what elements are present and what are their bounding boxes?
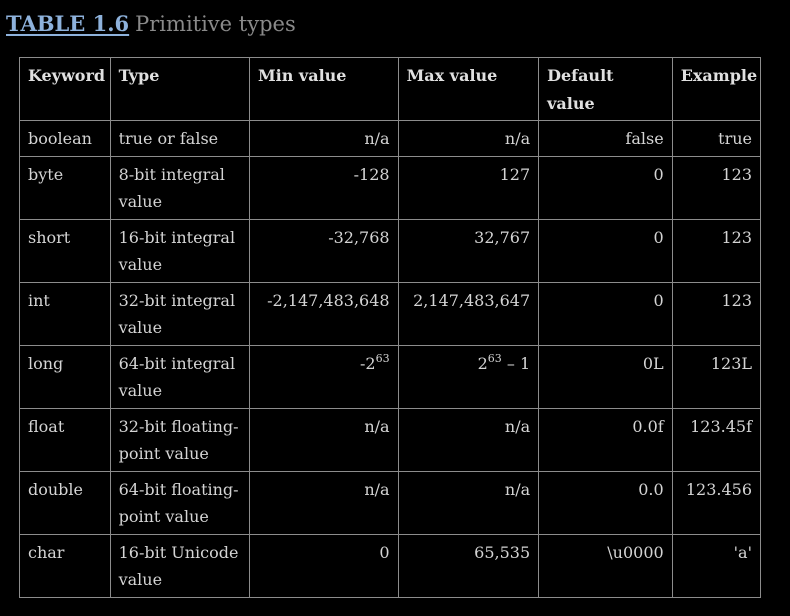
cell-max-value: n/a	[397, 120, 540, 157]
header-example: Example	[671, 57, 762, 121]
cell-default-value: false	[538, 120, 673, 157]
table-row: short 16-bit integral value -32,768 32,7…	[19, 218, 762, 283]
header-row: Keyword Type Min value Max value Default…	[19, 57, 762, 121]
table-title: Primitive types	[135, 12, 296, 36]
cell-default-value: 0.0f	[538, 407, 673, 472]
min-base: -2	[360, 353, 376, 373]
cell-example: 123	[671, 281, 762, 346]
cell-keyword: char	[19, 533, 111, 598]
table-caption: TABLE 1.6 Primitive types	[6, 9, 296, 39]
cell-min-value: n/a	[248, 470, 399, 535]
cell-max-value: n/a	[397, 407, 540, 472]
cell-example: 123	[671, 155, 762, 220]
cell-keyword: int	[19, 281, 111, 346]
cell-example: 123.45f	[671, 407, 762, 472]
cell-keyword: byte	[19, 155, 111, 220]
header-keyword: Keyword	[19, 57, 111, 121]
cell-max-value: n/a	[397, 470, 540, 535]
table-row: double 64-bit floating-point value n/a n…	[19, 470, 762, 535]
table-row: char 16-bit Unicode value 0 65,535 \u000…	[19, 533, 762, 598]
cell-type: 64-bit integral value	[109, 344, 250, 409]
max-suffix: – 1	[501, 353, 531, 373]
cell-type: 32-bit floating-point value	[109, 407, 250, 472]
cell-type: 16-bit integral value	[109, 218, 250, 283]
cell-min-value: -128	[248, 155, 399, 220]
table-row: int 32-bit integral value -2,147,483,648…	[19, 281, 762, 346]
header-max-value: Max value	[397, 57, 540, 121]
table-row: byte 8-bit integral value -128 127 0 123	[19, 155, 762, 220]
cell-keyword: short	[19, 218, 111, 283]
table-number-link[interactable]: TABLE 1.6	[6, 11, 130, 36]
cell-default-value: \u0000	[538, 533, 673, 598]
cell-min-value: 0	[248, 533, 399, 598]
cell-default-value: 0	[538, 218, 673, 283]
table-row: long 64-bit integral value -263 263 – 1 …	[19, 344, 762, 409]
max-base: 2	[477, 353, 488, 373]
cell-min-value: -2,147,483,648	[248, 281, 399, 346]
cell-example: 123	[671, 218, 762, 283]
cell-max-value: 2,147,483,647	[397, 281, 540, 346]
cell-example: 123L	[671, 344, 762, 409]
header-type: Type	[109, 57, 250, 121]
max-exponent: 63	[487, 351, 502, 365]
cell-example: true	[671, 120, 762, 157]
cell-type: 64-bit floating-point value	[109, 470, 250, 535]
cell-type: 32-bit integral value	[109, 281, 250, 346]
cell-default-value: 0.0	[538, 470, 673, 535]
table-row: boolean true or false n/a n/a false true	[19, 120, 762, 157]
cell-type: true or false	[109, 120, 250, 157]
cell-type: 16-bit Unicode value	[109, 533, 250, 598]
cell-default-value: 0L	[538, 344, 673, 409]
cell-max-value: 127	[397, 155, 540, 220]
cell-min-value: n/a	[248, 407, 399, 472]
cell-default-value: 0	[538, 281, 673, 346]
min-exponent: 63	[375, 351, 390, 365]
cell-example: 'a'	[671, 533, 762, 598]
cell-example: 123.456	[671, 470, 762, 535]
cell-keyword: double	[19, 470, 111, 535]
cell-max-value: 32,767	[397, 218, 540, 283]
cell-keyword: boolean	[19, 120, 111, 157]
cell-type: 8-bit integral value	[109, 155, 250, 220]
cell-max-value: 65,535	[397, 533, 540, 598]
cell-min-value: n/a	[248, 120, 399, 157]
cell-keyword: long	[19, 344, 111, 409]
cell-default-value: 0	[538, 155, 673, 220]
cell-min-value: -32,768	[248, 218, 399, 283]
primitive-types-table: Keyword Type Min value Max value Default…	[19, 57, 762, 598]
cell-keyword: float	[19, 407, 111, 472]
cell-max-value: 263 – 1	[397, 344, 540, 409]
header-min-value: Min value	[248, 57, 399, 121]
table-row: float 32-bit floating-point value n/a n/…	[19, 407, 762, 472]
header-default-value: Default value	[538, 57, 673, 121]
cell-min-value: -263	[248, 344, 399, 409]
